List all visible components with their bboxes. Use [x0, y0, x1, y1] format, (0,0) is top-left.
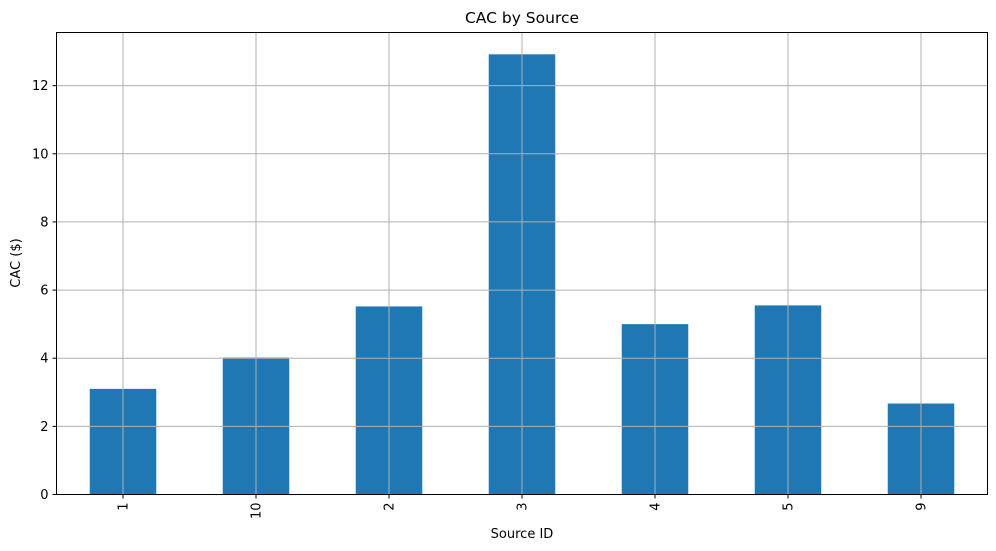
x-tick-label: 1: [117, 503, 132, 511]
grid-overlay: [56, 32, 988, 495]
y-tick-label: 2: [40, 420, 48, 435]
x-tick-label: 10: [250, 503, 265, 520]
x-tick-label: 9: [915, 503, 930, 511]
y-tick-label: 6: [40, 284, 48, 299]
y-tick-label: 8: [40, 215, 48, 230]
x-axis: 1 10 2 3 4 5 9: [117, 494, 930, 520]
chart-title: CAC by Source: [465, 9, 579, 27]
x-tick-label: 3: [516, 503, 531, 511]
y-tick-label: 12: [32, 79, 49, 94]
x-axis-label: Source ID: [491, 527, 554, 542]
x-tick-label: 4: [649, 503, 664, 511]
y-tick-label: 0: [40, 488, 48, 503]
x-tick-label: 2: [383, 503, 398, 511]
y-tick-label: 10: [32, 147, 49, 162]
y-tick-label: 4: [40, 352, 48, 367]
y-axis: 0 2 4 6 8 10 12: [32, 79, 57, 503]
y-axis-label: CAC ($): [9, 238, 24, 287]
x-tick-label: 5: [782, 503, 797, 511]
